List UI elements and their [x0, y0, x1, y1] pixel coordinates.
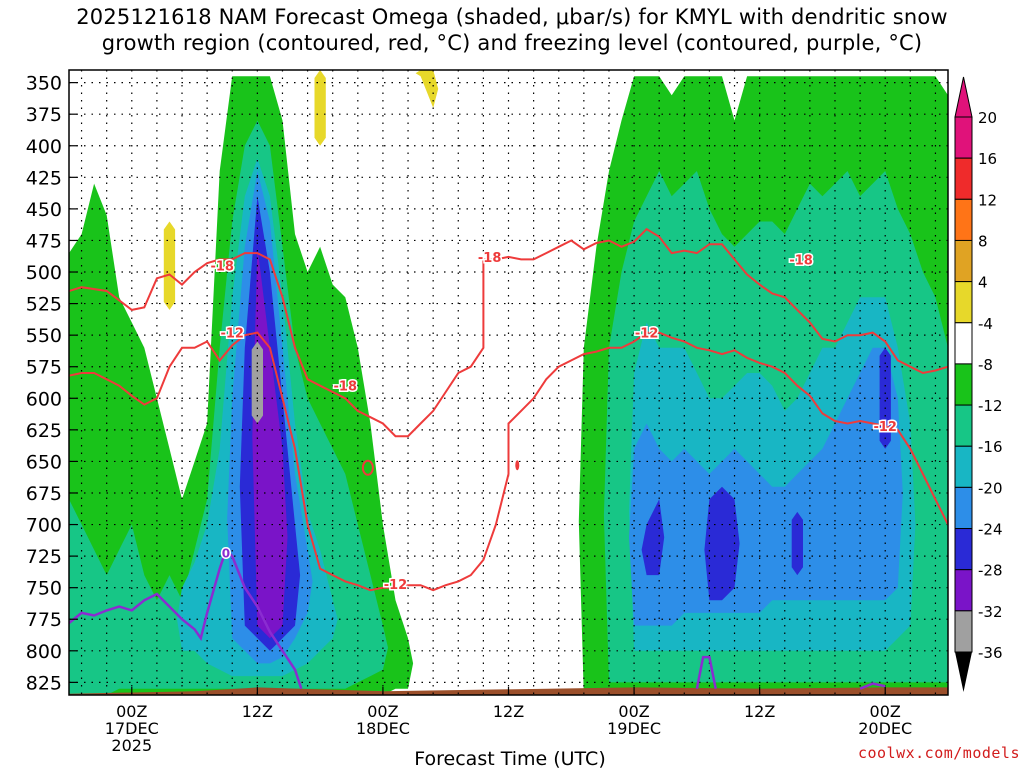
omega-level-4: [163, 70, 439, 310]
plot-area: -18 -12 -18 -12 -18 -12 -18 -12 0: [69, 70, 948, 695]
colorbar-swatch-12: [954, 610, 973, 653]
colorbar: 20 16 12 8 4 -4 -8 -12 -16 -20 -24 -28 -32 -36: [954, 76, 1003, 692]
colorbar-top-arrow: [954, 76, 973, 118]
y-tick-label-650: 650: [26, 451, 62, 473]
x-axis-label: Forecast Time (UTC): [414, 748, 605, 768]
title-line-1: 2025121618 NAM Forecast Omega (shaded, μ…: [76, 5, 948, 29]
credit-link[interactable]: coolwx.com/models: [857, 744, 1020, 762]
colorbar-swatch-0: [954, 116, 973, 159]
x-tick-label-60-0: 00Z: [870, 702, 901, 721]
dgz-label-1: -12: [220, 327, 244, 342]
dgz-contour-12: [69, 331, 948, 592]
colorbar-label-1: 16: [978, 150, 997, 168]
y-axis: 350 375 400 425 450 475 500 525 550 575 600 625 650 6…: [26, 73, 77, 694]
y-tick-label-700: 700: [26, 515, 62, 537]
colorbar-bottom-arrow: [955, 652, 972, 692]
dgz-contour-18: [69, 227, 948, 438]
freezing-level-line-2: [695, 655, 717, 689]
x-tick-label-0-2: 2025: [111, 736, 152, 755]
omega-area--20-3: [791, 511, 803, 576]
colorbar-label-5: -4: [978, 315, 993, 333]
colorbar-label-4: 4: [978, 274, 988, 292]
y-tick-label-350: 350: [26, 73, 62, 95]
dgz-label-0: -18: [210, 260, 234, 275]
omega-area-4-1: [314, 70, 326, 146]
x-tick-label-40-1: 19DEC: [607, 719, 661, 738]
colorbar-swatch-2: [954, 198, 973, 241]
dgz-label-3: -12: [384, 578, 408, 593]
y-tick-label-675: 675: [26, 483, 62, 505]
y-tick-label-825: 825: [26, 672, 62, 694]
omega-area-4-2: [415, 70, 439, 108]
y-tick-label-375: 375: [26, 104, 62, 126]
omega-area--32-0: [251, 341, 263, 424]
colorbar-swatch-6: [954, 363, 973, 406]
colorbar-label-6: -8: [978, 356, 993, 374]
colorbar-label-0: 20: [978, 109, 997, 127]
colorbar-swatch-10: [954, 528, 973, 571]
omega-area--20-2: [704, 486, 740, 601]
y-tick-label-500: 500: [26, 262, 62, 284]
y-tick-label-725: 725: [26, 546, 62, 568]
x-tick-label-0-0: 00Z: [116, 702, 147, 721]
chart-title: 2025121618 NAM Forecast Omega (shaded, μ…: [0, 4, 1024, 56]
dgz-label-7: -12: [873, 420, 897, 435]
omega-area--20-4: [879, 347, 891, 449]
colorbar-swatch-7: [954, 404, 973, 447]
colorbar-label-10: -24: [978, 521, 1003, 539]
omega-level--24: [252, 246, 288, 639]
y-tick-label-425: 425: [26, 167, 62, 189]
x-tick-label-40-0: 00Z: [618, 702, 649, 721]
y-tick-label-800: 800: [26, 641, 62, 663]
dgz-label-4: -18: [478, 251, 502, 266]
colorbar-swatch-9: [954, 486, 973, 530]
colorbar-swatch-1: [954, 157, 973, 200]
y-tick-label-525: 525: [26, 294, 62, 316]
y-tick-label-400: 400: [26, 136, 62, 158]
y-tick-label-775: 775: [26, 609, 62, 631]
freezing-level-label: 0: [222, 547, 230, 561]
colorbar-label-7: -12: [978, 397, 1003, 415]
dgz-loop-2: [515, 460, 520, 471]
y-tick-label-600: 600: [26, 388, 62, 410]
omega-area--24-0: [252, 246, 288, 639]
y-tick-label-575: 575: [26, 357, 62, 379]
freezing-level-line-3: [859, 682, 886, 690]
colorbar-label-3: 8: [978, 232, 988, 250]
y-tick-label-550: 550: [26, 325, 62, 347]
dgz-loop-1: [361, 459, 374, 476]
y-tick-label-750: 750: [26, 578, 62, 600]
omega-level--32: [251, 341, 263, 424]
x-tick-label-10-0: 12Z: [242, 702, 273, 721]
freezing-level-line: [69, 547, 303, 690]
x-tick-label-20-0: 00Z: [367, 702, 398, 721]
colorbar-swatch-5: [954, 322, 973, 365]
colorbar-label-11: -28: [978, 562, 1003, 580]
x-tick-label-0-1: 17DEC: [105, 719, 159, 738]
title-line-2: growth region (contoured, red, °C) and f…: [101, 31, 923, 55]
colorbar-swatch-11: [954, 569, 973, 612]
colorbar-label-8: -16: [978, 438, 1003, 456]
x-tick-label-50-0: 12Z: [744, 702, 775, 721]
colorbar-label-2: 12: [978, 191, 997, 209]
y-tick-label-625: 625: [26, 420, 62, 442]
colorbar-label-9: -20: [978, 479, 1003, 497]
y-tick-label-450: 450: [26, 199, 62, 221]
colorbar-label-13: -36: [978, 644, 1003, 662]
colorbar-label-12: -32: [978, 603, 1003, 621]
colorbar-swatch-8: [954, 445, 973, 488]
x-tick-label-60-1: 20DEC: [858, 719, 912, 738]
x-tick-label-30-0: 12Z: [493, 702, 524, 721]
colorbar-swatch-3: [954, 239, 973, 283]
dgz-label-2: -18: [334, 380, 358, 395]
dgz-label-5: -12: [635, 327, 659, 342]
omega-area-4-0: [163, 221, 176, 310]
y-tick-label-475: 475: [26, 230, 62, 252]
colorbar-swatch-4: [954, 281, 973, 324]
dgz-label-6: -18: [789, 253, 813, 268]
x-tick-label-20-1: 18DEC: [356, 719, 410, 738]
